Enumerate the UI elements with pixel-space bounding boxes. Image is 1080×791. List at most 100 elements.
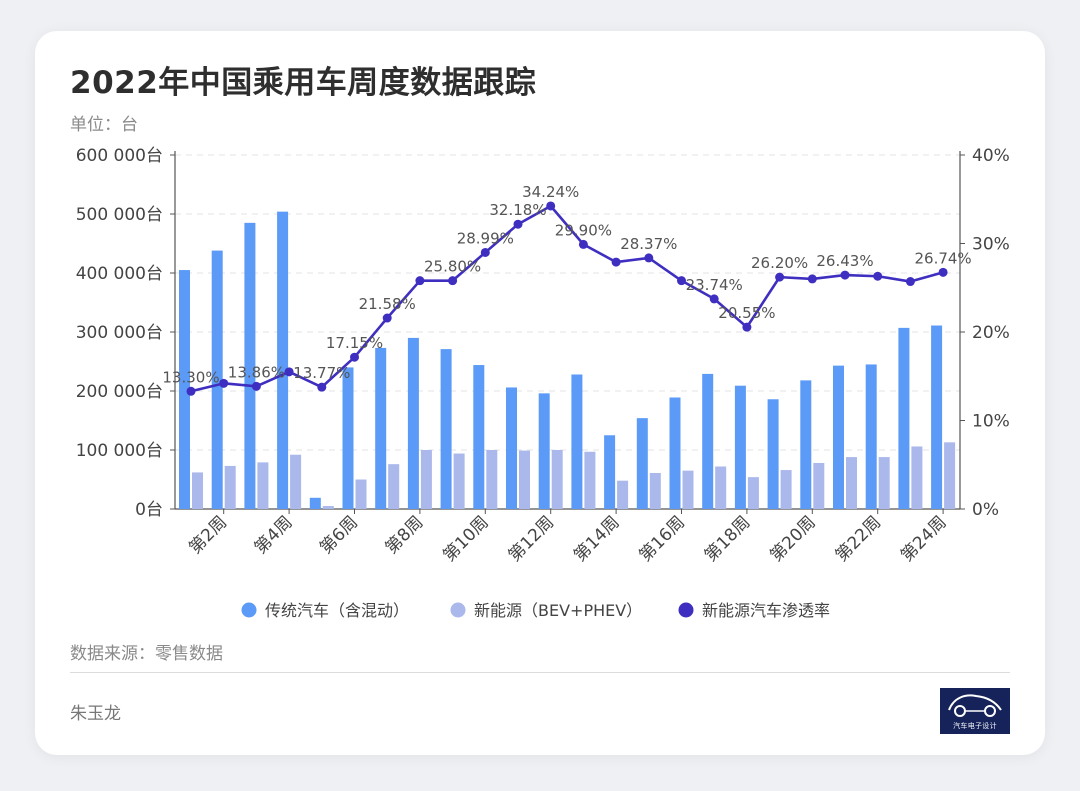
bar-traditional <box>538 393 550 509</box>
y-left-tick-label: 500 000台 <box>76 205 163 225</box>
bar-nev <box>224 465 236 509</box>
rate-data-label: 25.80% <box>424 258 481 276</box>
rate-line <box>190 204 944 393</box>
x-tick-label: 第14周 <box>570 512 623 565</box>
bar-nev <box>911 446 923 509</box>
rate-point <box>317 382 327 392</box>
rate-data-label: 32.18% <box>489 201 546 219</box>
x-tick-label: 第8周 <box>382 512 428 558</box>
rate-point <box>677 276 686 286</box>
rate-point <box>186 386 196 396</box>
rate-data-label: 28.37% <box>620 235 677 253</box>
bar-nev <box>192 472 203 509</box>
rate-data-label: 34.24% <box>522 183 579 201</box>
rate-data-label: 26.74% <box>914 249 971 267</box>
bar-traditional <box>375 347 387 509</box>
bar-nev <box>878 457 890 509</box>
rate-point <box>382 313 392 323</box>
rate-point <box>219 378 229 388</box>
legend-rate-label: 新能源汽车渗透率 <box>702 601 830 620</box>
y-left-tick-label: 300 000台 <box>76 323 163 343</box>
bar-nev <box>617 480 629 509</box>
rate-point <box>415 276 425 286</box>
bar-traditional <box>636 418 648 509</box>
bar-traditional <box>309 497 321 509</box>
y-left-tick-label: 600 000台 <box>76 146 163 166</box>
divider <box>70 672 1010 673</box>
bar-nev <box>747 477 759 509</box>
bar-traditional <box>244 222 256 509</box>
car-logo-icon <box>948 694 1002 717</box>
rate-point <box>480 247 490 257</box>
bar-nev <box>584 451 596 509</box>
rate-point <box>546 201 556 211</box>
rate-point <box>578 239 588 249</box>
legend-nev-label: 新能源（BEV+PHEV） <box>474 601 642 620</box>
y-right-tick-label: 20% <box>972 323 1010 343</box>
bar-traditional <box>865 364 877 509</box>
y-right-tick-label: 40% <box>972 146 1010 166</box>
bar-traditional <box>407 337 419 509</box>
bar-traditional <box>931 325 943 509</box>
y-left-tick-label: 400 000台 <box>76 264 163 284</box>
brand-logo: 汽车电子设计 <box>940 688 1010 734</box>
legend-traditional-marker <box>241 602 257 618</box>
y-left-tick-label: 0台 <box>135 500 163 520</box>
rate-data-label: 20.55% <box>718 304 775 322</box>
rate-point <box>448 276 458 286</box>
bar-nev <box>649 473 661 509</box>
bar-traditional <box>898 327 910 509</box>
rate-data-label: 23.74% <box>686 276 743 294</box>
bar-traditional <box>702 373 714 509</box>
bar-traditional <box>277 211 289 509</box>
legend-rate-marker <box>678 602 694 618</box>
rate-point <box>644 253 654 263</box>
bar-nev <box>453 453 465 509</box>
logo-text: 汽车电子设计 <box>953 722 997 730</box>
rate-point <box>350 352 359 362</box>
bar-nev <box>322 506 334 509</box>
data-source: 数据来源：零售数据 <box>70 644 223 664</box>
bar-nev <box>846 457 857 509</box>
bar-traditional <box>833 365 844 509</box>
bar-nev <box>813 462 825 509</box>
rate-data-label: 26.43% <box>816 252 873 270</box>
x-tick-label: 第16周 <box>636 512 689 565</box>
chart: 0台 100 000台 200 000台 300 000台 400 000台 500 00… <box>76 146 1010 620</box>
legend-nev-marker <box>450 602 466 618</box>
x-tick-label: 第12周 <box>505 512 558 565</box>
x-tick-label: 第18周 <box>701 512 754 565</box>
rate-point <box>840 270 850 280</box>
rate-data-label: 21.58% <box>359 295 416 313</box>
page-title: 2022年中国乘用车周度数据跟踪 <box>70 65 537 101</box>
y-left-tick-label: 200 000台 <box>76 382 163 402</box>
x-tick-label: 第6周 <box>316 512 362 558</box>
rate-point <box>905 277 915 287</box>
bar-traditional <box>506 387 517 509</box>
bar-nev <box>682 470 694 509</box>
bar-nev <box>257 462 269 509</box>
rate-data-label: 26.20% <box>751 254 808 272</box>
rate-point <box>513 219 523 229</box>
unit-label: 单位：台 <box>70 115 138 135</box>
rate-data-label: 13.77% <box>293 364 350 382</box>
rate-point <box>775 272 785 282</box>
bar-nev <box>355 479 367 509</box>
author: 朱玉龙 <box>70 704 121 724</box>
chart-card: 2022年中国乘用车周度数据跟踪 单位：台 0台 100 000台 200 000台… <box>35 31 1045 755</box>
bar-traditional <box>440 349 452 509</box>
x-tick-label: 第10周 <box>439 512 492 565</box>
bar-traditional <box>473 365 485 509</box>
bar-traditional <box>179 270 190 509</box>
x-tick-label: 第24周 <box>897 512 950 565</box>
rate-data-label: 13.86% <box>228 363 285 381</box>
x-tick-label: 第20周 <box>766 512 819 565</box>
rate-data-label: 28.99% <box>457 229 514 247</box>
x-tick-label: 第4周 <box>251 512 297 558</box>
bar-nev <box>486 450 498 509</box>
bar-traditional <box>767 399 779 509</box>
bar-traditional <box>211 250 223 509</box>
rate-point <box>709 294 719 304</box>
rate-point <box>251 381 261 391</box>
bar-nev <box>551 450 563 509</box>
